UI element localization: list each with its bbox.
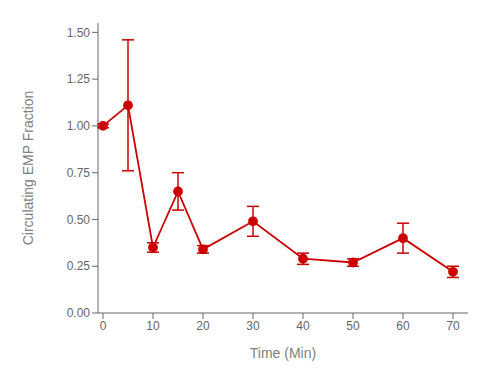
svg-text:Circulating EMP Fraction: Circulating EMP Fraction	[20, 91, 36, 246]
svg-text:30: 30	[246, 319, 260, 333]
svg-text:0: 0	[100, 319, 107, 333]
svg-text:70: 70	[446, 319, 460, 333]
svg-text:60: 60	[396, 319, 410, 333]
svg-text:1.25: 1.25	[67, 72, 91, 86]
svg-text:0.00: 0.00	[67, 306, 91, 320]
svg-text:20: 20	[196, 319, 210, 333]
svg-text:1.50: 1.50	[67, 26, 91, 40]
svg-text:50: 50	[346, 319, 360, 333]
svg-text:0.75: 0.75	[67, 166, 91, 180]
svg-text:40: 40	[296, 319, 310, 333]
svg-text:10: 10	[146, 319, 160, 333]
svg-text:1.00: 1.00	[67, 119, 91, 133]
svg-text:0.50: 0.50	[67, 213, 91, 227]
svg-text:0.25: 0.25	[67, 259, 91, 273]
svg-text:Time (Min): Time (Min)	[250, 345, 316, 361]
